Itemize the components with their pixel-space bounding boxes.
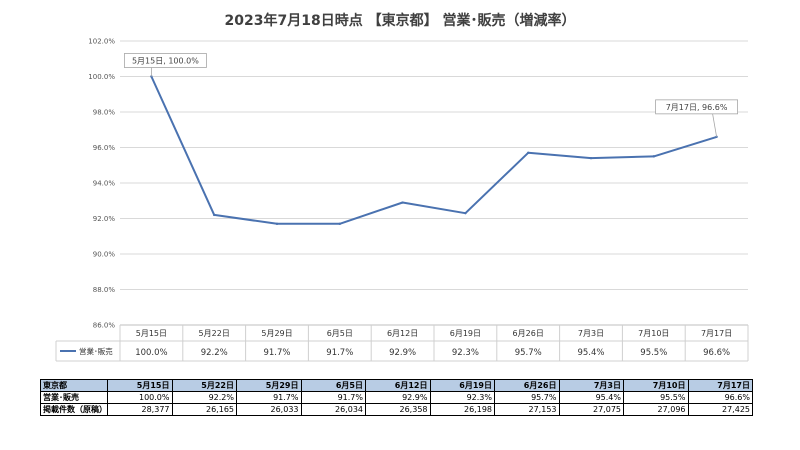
table-row-label: 営業･販売: [40, 391, 108, 404]
table-cell: 92.2%: [171, 391, 237, 404]
series-point: [401, 201, 404, 204]
table-cell: 92.9%: [365, 391, 431, 404]
data-value-label: 95.7%: [515, 348, 542, 358]
table-cell: 26,033: [236, 403, 302, 416]
data-value-label: 92.3%: [452, 348, 479, 358]
data-value-label: 95.4%: [577, 348, 604, 358]
table-header-cell: 5月15日: [107, 379, 173, 392]
table-cell: 27,425: [687, 403, 753, 416]
table-header-cell: 5月22日: [171, 379, 237, 392]
series-point: [527, 151, 530, 155]
x-category-label: 6月26日: [513, 329, 544, 338]
series-line: [150, 76, 717, 225]
x-category-label: 5月22日: [199, 329, 230, 338]
chart-title: 2023年7月18日時点 【東京都】 営業･販売（増減率）: [224, 13, 576, 29]
x-category-label: 7月3日: [578, 329, 604, 338]
series-point: [275, 222, 279, 226]
y-tick-label: 102.0%: [88, 38, 115, 46]
y-tick-label: 94.0%: [93, 180, 116, 188]
table-cell: 26,358: [365, 403, 431, 416]
table-cell: 91.7%: [300, 391, 366, 404]
x-category-label: 7月10日: [638, 329, 669, 338]
table-header-cell: 6月19日: [429, 379, 495, 392]
y-tick-label: 86.0%: [93, 322, 116, 330]
x-category-label: 6月5日: [327, 329, 353, 338]
chart-data-table: 5月15日 100.0% 5月22日 92.2% 5月29日 91.7% 6月5日 91.7%…: [55, 324, 749, 362]
data-value-label: 100.0%: [135, 348, 167, 358]
y-tick-label: 96.0%: [93, 144, 116, 152]
series-point: [589, 156, 593, 160]
table-cell: 26,198: [429, 403, 495, 416]
table-cell: 95.4%: [558, 391, 624, 404]
table-row: 営業･販売 100.0% 92.2% 91.7% 91.7% 92.9% 92.3% 95.7…: [40, 391, 753, 404]
callout-label: 5月15日, 100.0%: [132, 57, 199, 66]
table-cell: 26,165: [171, 403, 237, 416]
y-tick-label: 92.0%: [93, 215, 116, 223]
table-header-cell: 7月17日: [687, 379, 753, 392]
summary-table: 東京都 5月15日 5月22日 5月29日 6月5日 6月12日 6月19日 6月26日 7月3…: [40, 379, 753, 416]
callout-box: [124, 53, 207, 68]
table-region-label: 東京都: [40, 379, 108, 392]
y-tick-label: 88.0%: [93, 286, 116, 294]
table-header-cell: 6月5日: [300, 379, 366, 392]
series-point: [338, 222, 341, 226]
table-cell: 27,096: [623, 403, 689, 416]
data-value-label: 91.7%: [326, 348, 353, 358]
y-tick-label: 90.0%: [93, 251, 116, 259]
table-cell: 92.3%: [429, 391, 495, 404]
callout-box: [655, 99, 738, 115]
data-value-label: 95.5%: [640, 348, 667, 358]
callout-label: 7月17日, 96.6%: [666, 103, 728, 112]
table-cell: 27,153: [494, 403, 560, 416]
table-row-label: 掲載件数（原稿）: [40, 403, 108, 416]
table-cell: 91.7%: [236, 391, 302, 404]
table-cell: 100.0%: [107, 391, 173, 404]
y-tick-label: 98.0%: [93, 109, 116, 117]
table-header-row: 東京都 5月15日 5月22日 5月29日 6月5日 6月12日 6月19日 6月26日 7月3…: [40, 379, 753, 392]
series-point: [213, 213, 216, 217]
callout-leader: [712, 113, 717, 137]
x-category-label: 5月29日: [261, 329, 292, 338]
data-value-label: 91.7%: [263, 348, 290, 358]
table-header-cell: 7月3日: [558, 379, 624, 392]
x-category-label: 6月19日: [450, 329, 481, 338]
table-cell: 26,034: [300, 403, 366, 416]
table-cell: 96.6%: [687, 391, 753, 404]
table-cell: 95.7%: [494, 391, 560, 404]
legend-series-name: 営業･販売: [79, 346, 113, 356]
series-point: [652, 155, 655, 158]
line-chart: 86.0% 88.0% 90.0% 92.0% 94.0% 96.0% 98.0% 100.0…: [55, 38, 749, 362]
data-value-label: 92.2%: [201, 348, 228, 358]
series-point: [464, 211, 467, 215]
table-row: 掲載件数（原稿） 28,377 26,165 26,033 26,034 26,358 26…: [40, 403, 753, 416]
x-category-label: 5月15日: [136, 329, 167, 338]
data-value-label: 96.6%: [703, 348, 730, 358]
table-header-cell: 6月12日: [365, 379, 431, 392]
x-category-label: 6月12日: [387, 329, 418, 338]
table-cell: 28,377: [107, 403, 173, 416]
grid-lines: [120, 40, 748, 326]
y-tick-label: 100.0%: [88, 73, 115, 81]
y-axis-ticks: 86.0% 88.0% 90.0% 92.0% 94.0% 96.0% 98.0% 100.0…: [88, 38, 115, 330]
series-line-group: [150, 75, 718, 226]
table-cell: 95.5%: [623, 391, 689, 404]
table-cell: 27,075: [558, 403, 624, 416]
data-value-label: 92.9%: [389, 348, 416, 358]
table-header-cell: 6月26日: [494, 379, 560, 392]
x-category-label: 7月17日: [701, 329, 732, 338]
table-header-cell: 7月10日: [623, 379, 689, 392]
table-header-cell: 5月29日: [236, 379, 302, 392]
callouts: 5月15日, 100.0% 7月17日, 96.6%: [124, 53, 738, 137]
